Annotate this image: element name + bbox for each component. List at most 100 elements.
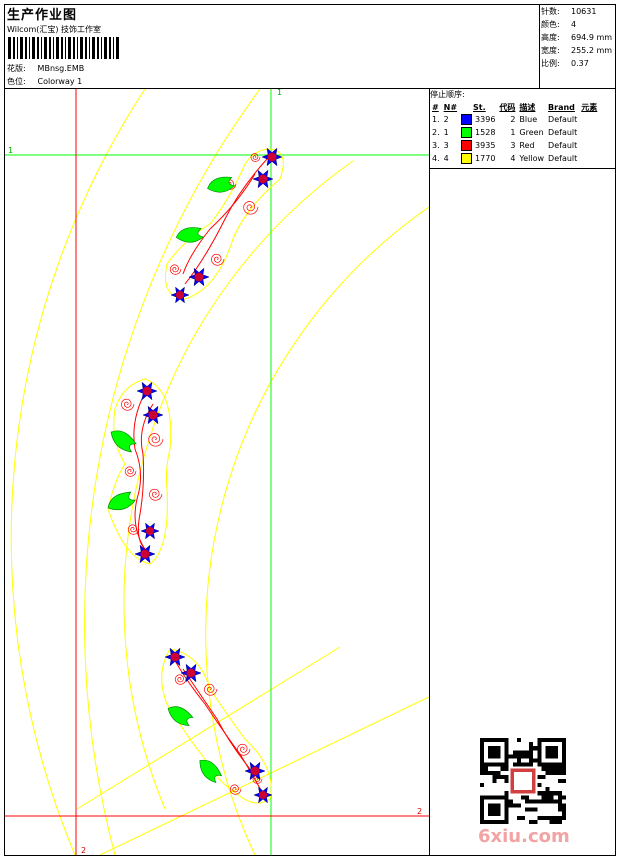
flower-center xyxy=(258,174,268,184)
flower-center xyxy=(250,766,260,776)
flower xyxy=(188,267,210,287)
color-code: 1 xyxy=(510,128,516,137)
stop-row: 4. 4 1770 4 Yellow Default xyxy=(430,152,599,165)
flower-center xyxy=(194,272,204,282)
stop-row: 2. 1 1528 1 Green Default xyxy=(430,126,599,139)
color-description: Green xyxy=(519,128,544,137)
stop-index: 1. xyxy=(432,115,440,124)
sheet-frame xyxy=(4,4,616,856)
leaf xyxy=(207,176,236,193)
header-divider xyxy=(4,88,616,89)
embroidery-canvas: 1 1 2 2 xyxy=(5,89,429,855)
stem xyxy=(184,158,268,285)
flower-center xyxy=(140,549,150,559)
diag-1 xyxy=(76,646,341,810)
thread-brand: Default xyxy=(548,115,578,124)
colorway-value: Colorway 1 xyxy=(37,77,83,86)
stop-row: 3. 3 3935 3 Red Default xyxy=(430,139,599,152)
thread-brand: Default xyxy=(548,128,578,137)
colorway-label: 色位: xyxy=(7,77,26,86)
color-code: 2 xyxy=(510,115,516,124)
swirl xyxy=(250,153,261,162)
flower xyxy=(253,786,273,804)
element-cell xyxy=(579,113,599,126)
swirl xyxy=(148,433,164,447)
stop-sequence-table: # N# St. 代码 描述 Brand 元素 1. 2 3396 2 Blue Defa… xyxy=(430,101,599,165)
stitch-count: 1770 xyxy=(475,154,496,163)
stats-block: 针数: 10631 颜色: 4 高度: 694.9 mm 宽度: 255.2 mm 比例… xyxy=(541,5,612,70)
leaf-shape xyxy=(167,706,194,726)
color-description: Red xyxy=(519,141,535,150)
swirl xyxy=(252,775,263,784)
swirl xyxy=(127,524,140,535)
stem xyxy=(182,173,256,275)
arc-third xyxy=(205,206,429,855)
color-swatch xyxy=(461,140,473,151)
stat-row: 颜色: 4 xyxy=(541,20,577,29)
color-code: 3 xyxy=(510,141,516,150)
flower-center xyxy=(142,386,152,396)
needle-number: 1 xyxy=(443,128,449,137)
motif-outline xyxy=(165,148,284,300)
flower xyxy=(170,286,190,304)
stat-row: 针数: 10631 xyxy=(541,7,597,16)
flower xyxy=(136,381,158,401)
thread-brand: Default xyxy=(548,154,578,163)
thread-brand: Default xyxy=(548,141,578,150)
red-h-label: 2 xyxy=(417,807,422,816)
watermark: 6xiu.com xyxy=(478,826,570,847)
leaf xyxy=(167,706,194,726)
stat-row: 高度: 694.9 mm xyxy=(541,33,613,42)
swirl xyxy=(121,398,135,411)
stem xyxy=(182,668,251,770)
leaf-shape xyxy=(175,227,205,243)
needle-number: 4 xyxy=(443,154,449,163)
color-code: 4 xyxy=(510,154,516,163)
color-swatch xyxy=(461,127,473,138)
arc-outer xyxy=(84,89,261,855)
swirl xyxy=(243,201,259,215)
stitch-cell: 3396 xyxy=(459,113,497,126)
swirl xyxy=(174,674,187,685)
needle-number: 3 xyxy=(443,141,449,150)
leaf-shape xyxy=(199,759,223,784)
swirl xyxy=(229,784,242,795)
flower-center xyxy=(258,790,268,800)
stitch-cell: 1528 xyxy=(459,126,497,139)
green-h-label: 1 xyxy=(8,146,13,155)
flower xyxy=(164,647,186,667)
colorway-row: 色位: Colorway 1 xyxy=(7,76,82,87)
table-header-row: # N# St. 代码 描述 Brand 元素 xyxy=(432,102,598,112)
swirl xyxy=(237,743,251,756)
flower xyxy=(244,761,266,781)
color-swatch xyxy=(461,114,473,125)
diag-2 xyxy=(99,696,429,855)
guides-layer: 1 1 2 2 xyxy=(5,89,429,855)
flower xyxy=(142,405,164,425)
flower-center xyxy=(145,526,155,536)
motif-outline xyxy=(107,378,172,565)
barcode xyxy=(8,37,119,59)
qr-code xyxy=(480,738,566,824)
stop-index: 3. xyxy=(432,141,440,150)
stem xyxy=(137,403,154,550)
leaf xyxy=(175,227,205,243)
leaf xyxy=(110,430,137,453)
arc-inner xyxy=(123,160,354,810)
leaf-shape xyxy=(110,430,137,453)
stop-row: 1. 2 3396 2 Blue Default xyxy=(430,113,599,126)
stop-index: 4. xyxy=(432,154,440,163)
element-cell xyxy=(579,139,599,152)
sheet-title: 生产作业图 xyxy=(7,8,78,23)
stitch-cell: 3935 xyxy=(459,139,497,152)
swirl xyxy=(124,466,137,477)
swirl xyxy=(204,683,218,696)
flower xyxy=(252,169,274,189)
design-value: MBnsg.EMB xyxy=(37,64,85,73)
design-label: 花版: xyxy=(7,64,26,73)
stats-divider xyxy=(539,4,540,88)
leaf xyxy=(107,491,137,511)
green-v-label: 1 xyxy=(277,89,282,97)
flower xyxy=(134,544,156,564)
stat-row: 宽度: 255.2 mm xyxy=(541,46,613,55)
